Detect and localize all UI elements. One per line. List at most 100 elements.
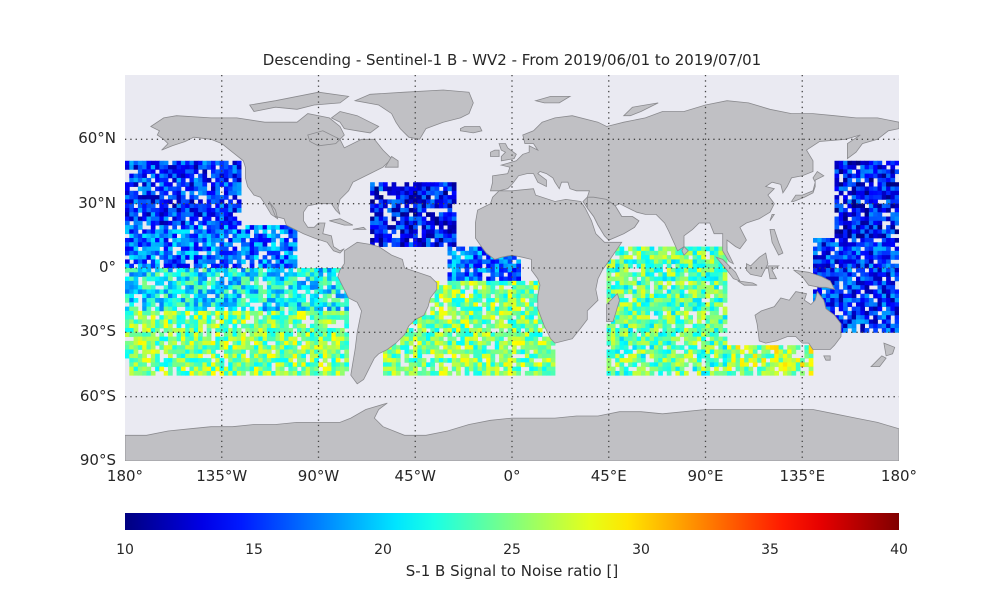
data-cell bbox=[284, 349, 289, 355]
data-cell bbox=[662, 285, 668, 290]
data-cell bbox=[641, 353, 646, 359]
data-cell bbox=[387, 233, 392, 239]
data-cell bbox=[400, 233, 405, 239]
data-cell bbox=[219, 358, 225, 363]
data-cell bbox=[271, 225, 276, 230]
data-cell bbox=[662, 315, 668, 320]
data-cell bbox=[176, 328, 182, 333]
data-cell bbox=[645, 302, 650, 307]
data-cell bbox=[241, 229, 246, 235]
data-cell bbox=[451, 268, 457, 273]
data-cell bbox=[666, 340, 672, 346]
data-cell bbox=[834, 293, 840, 299]
data-cell bbox=[129, 323, 134, 329]
data-cell bbox=[168, 263, 173, 269]
data-cell bbox=[223, 302, 229, 307]
data-cell bbox=[133, 310, 139, 316]
data-cell bbox=[619, 366, 625, 372]
data-cell bbox=[271, 280, 276, 286]
data-cell bbox=[533, 328, 539, 333]
data-cell bbox=[456, 345, 461, 350]
data-cell bbox=[408, 199, 414, 205]
data-cell bbox=[198, 212, 203, 217]
data-cell bbox=[886, 177, 891, 183]
data-cell bbox=[413, 366, 418, 372]
data-cell bbox=[701, 336, 706, 342]
data-cell bbox=[447, 207, 453, 213]
data-cell bbox=[391, 203, 397, 209]
data-cell bbox=[718, 289, 724, 295]
data-cell bbox=[890, 195, 896, 200]
data-cell bbox=[279, 340, 285, 346]
data-cell bbox=[258, 323, 263, 329]
data-cell bbox=[451, 323, 457, 329]
data-cell bbox=[142, 160, 147, 166]
data-cell bbox=[223, 315, 229, 320]
data-cell bbox=[499, 310, 504, 316]
data-cell bbox=[211, 353, 216, 359]
data-cell bbox=[211, 310, 216, 316]
data-cell bbox=[168, 268, 173, 273]
data-cell bbox=[275, 323, 281, 329]
data-cell bbox=[176, 229, 182, 235]
data-cell bbox=[176, 177, 182, 183]
data-cell bbox=[606, 289, 612, 295]
data-cell bbox=[176, 366, 182, 372]
data-cell bbox=[271, 319, 276, 325]
data-cell bbox=[533, 370, 539, 376]
data-cell bbox=[254, 298, 259, 303]
data-cell bbox=[266, 272, 272, 277]
data-cell bbox=[189, 165, 195, 170]
data-cell bbox=[168, 366, 173, 372]
data-cell bbox=[490, 285, 496, 290]
data-cell bbox=[877, 293, 883, 299]
data-cell bbox=[155, 237, 160, 243]
data-cell bbox=[223, 220, 229, 226]
data-cell bbox=[709, 255, 715, 260]
data-cell bbox=[714, 332, 719, 338]
data-cell bbox=[297, 293, 302, 299]
data-cell bbox=[228, 353, 233, 359]
data-cell bbox=[297, 323, 302, 329]
data-cell bbox=[864, 298, 870, 303]
data-cell bbox=[391, 216, 397, 222]
data-cell bbox=[666, 315, 672, 320]
data-cell bbox=[223, 272, 229, 277]
data-cell bbox=[615, 250, 620, 256]
data-cell bbox=[202, 220, 208, 226]
data-cell bbox=[512, 323, 517, 329]
data-cell bbox=[460, 293, 466, 299]
data-cell bbox=[623, 328, 629, 333]
data-cell bbox=[176, 336, 182, 342]
data-cell bbox=[709, 250, 715, 256]
data-cell bbox=[322, 366, 328, 372]
land-new-guinea bbox=[793, 269, 836, 290]
data-cell bbox=[886, 169, 891, 175]
data-cell bbox=[159, 250, 165, 256]
data-cell bbox=[155, 216, 160, 222]
data-cell bbox=[684, 310, 689, 316]
data-cell bbox=[232, 195, 238, 200]
data-cell bbox=[206, 328, 212, 333]
data-cell bbox=[137, 220, 143, 226]
data-cell bbox=[443, 328, 448, 333]
data-cell bbox=[228, 237, 233, 243]
data-cell bbox=[653, 358, 659, 363]
data-cell bbox=[821, 272, 827, 277]
data-cell bbox=[524, 302, 530, 307]
data-cell bbox=[202, 310, 208, 316]
data-cell bbox=[185, 280, 190, 286]
data-cell bbox=[340, 345, 345, 350]
data-cell bbox=[864, 310, 870, 316]
data-cell bbox=[159, 315, 165, 320]
data-cell bbox=[245, 323, 251, 329]
data-cell bbox=[318, 328, 324, 333]
data-cell bbox=[881, 310, 887, 316]
data-cell bbox=[464, 340, 470, 346]
data-cell bbox=[447, 276, 453, 282]
land-new-zealand-north bbox=[883, 342, 896, 357]
data-cell bbox=[864, 272, 870, 277]
data-cell bbox=[292, 293, 298, 299]
data-cell bbox=[486, 263, 491, 269]
data-cell bbox=[886, 199, 891, 205]
